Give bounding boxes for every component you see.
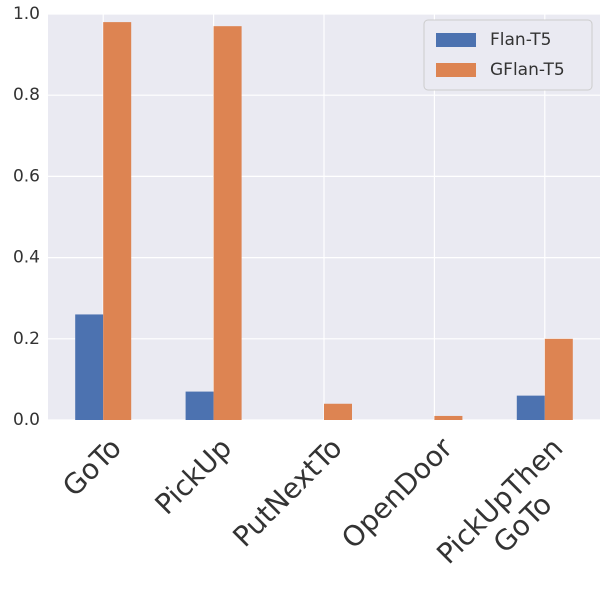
legend-swatch <box>436 33 476 47</box>
bar <box>103 22 132 421</box>
x-tick-label: GoTo <box>56 431 128 503</box>
x-tick-label: PutNextTo <box>226 431 348 553</box>
y-tick-label: 0.4 <box>13 248 40 268</box>
bar <box>544 338 573 420</box>
x-tick-label: PickUp <box>148 431 238 521</box>
bar <box>185 391 214 420</box>
legend-label: Flan-T5 <box>490 30 551 50</box>
y-tick-label: 1.0 <box>13 4 40 24</box>
legend-swatch <box>436 63 476 77</box>
bar <box>213 26 242 421</box>
bar <box>434 415 463 420</box>
legend-label: GFlan-T5 <box>490 60 565 80</box>
bar <box>516 395 545 420</box>
y-tick-label: 0.2 <box>13 329 40 349</box>
bar <box>75 314 104 420</box>
y-tick-label: 0.0 <box>13 410 40 430</box>
y-tick-label: 0.6 <box>13 166 40 186</box>
y-tick-label: 0.8 <box>13 85 40 105</box>
bar <box>324 403 352 420</box>
